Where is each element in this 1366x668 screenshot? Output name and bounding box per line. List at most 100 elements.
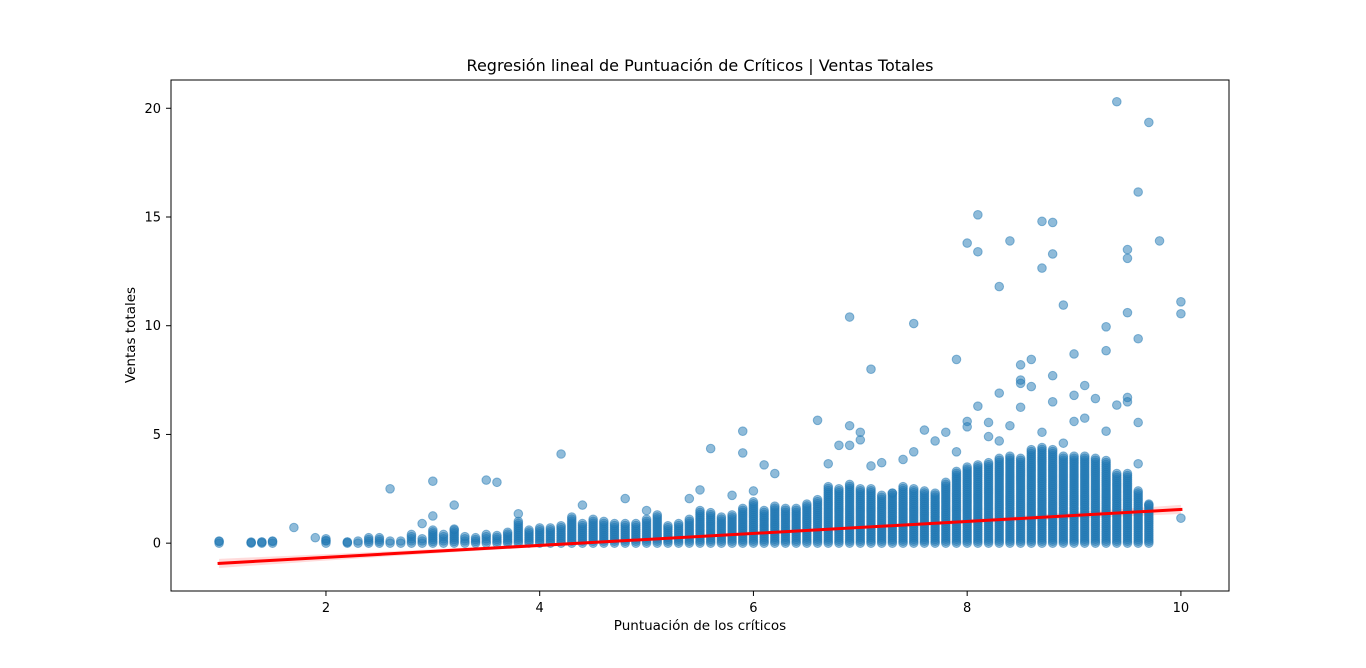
data-point	[930, 436, 940, 446]
data-point	[1111, 96, 1122, 107]
data-point	[1005, 451, 1015, 461]
data-point	[994, 281, 1005, 292]
data-point	[1122, 468, 1133, 479]
data-point	[1176, 513, 1186, 523]
data-point	[513, 509, 524, 519]
data-point	[684, 514, 695, 525]
data-point	[524, 525, 534, 535]
data-point	[908, 318, 919, 329]
data-point	[566, 512, 577, 522]
data-point	[1111, 400, 1122, 410]
data-point	[1015, 453, 1026, 464]
data-point	[1069, 349, 1079, 359]
data-point	[609, 518, 620, 529]
data-point	[385, 536, 395, 546]
data-point	[406, 529, 417, 540]
data-point	[417, 534, 427, 544]
data-point	[1122, 307, 1133, 318]
data-point	[1079, 413, 1090, 423]
data-point	[759, 460, 769, 470]
regression-line-layer	[217, 507, 1183, 565]
data-point	[1176, 308, 1186, 319]
data-point	[1026, 354, 1037, 365]
data-point	[460, 531, 470, 542]
data-point	[844, 440, 855, 451]
data-point	[1176, 297, 1186, 307]
data-point	[951, 354, 962, 365]
data-point	[1058, 451, 1069, 461]
data-point	[438, 529, 449, 540]
data-point	[1122, 397, 1133, 407]
data-point	[748, 486, 759, 496]
data-point	[823, 481, 834, 492]
data-point	[545, 523, 556, 533]
plot-frame	[170, 79, 1230, 592]
data-point	[1047, 217, 1058, 228]
data-point	[1111, 468, 1122, 479]
data-point	[620, 518, 630, 529]
data-point	[983, 431, 994, 442]
data-point	[866, 364, 876, 375]
data-point	[1101, 345, 1111, 356]
data-point	[695, 485, 705, 495]
data-point	[834, 440, 844, 451]
data-point	[620, 493, 630, 504]
data-point	[951, 447, 962, 457]
data-point	[214, 536, 224, 547]
y-tick-label: 15	[144, 210, 161, 225]
data-point	[898, 481, 908, 492]
data-point	[791, 503, 801, 514]
data-point	[727, 490, 737, 501]
data-point	[556, 520, 566, 531]
data-point	[1058, 438, 1069, 448]
data-point	[919, 425, 930, 435]
y-axis-ticks: 0 5 10 15 20	[144, 102, 171, 552]
data-point	[492, 530, 502, 541]
data-point	[428, 511, 438, 521]
y-axis-label: Ventas totales	[123, 287, 139, 383]
data-point	[1037, 442, 1047, 453]
data-point	[737, 426, 748, 436]
data-point	[1015, 378, 1026, 389]
data-point	[770, 468, 780, 479]
data-point	[1133, 333, 1143, 344]
data-point	[1069, 390, 1079, 401]
data-point	[1090, 453, 1101, 464]
data-point	[246, 537, 256, 548]
data-point	[994, 453, 1005, 464]
data-point	[428, 476, 438, 486]
data-point	[577, 500, 588, 510]
data-point	[395, 536, 406, 546]
data-point	[973, 460, 983, 470]
data-point	[780, 503, 791, 514]
data-point	[737, 448, 748, 458]
data-point	[641, 514, 652, 525]
data-point	[1047, 444, 1058, 455]
data-point	[321, 535, 331, 546]
data-point	[652, 510, 663, 520]
data-point	[502, 527, 513, 538]
data-point	[834, 484, 844, 494]
data-point	[1133, 417, 1143, 428]
data-point	[876, 490, 887, 501]
data-point	[257, 537, 267, 547]
data-point	[812, 415, 823, 426]
data-point	[342, 537, 353, 547]
data-point	[684, 493, 695, 504]
data-point	[449, 524, 460, 534]
data-point	[1079, 380, 1090, 391]
x-tick-label: 2	[322, 601, 330, 616]
data-points-layer	[214, 96, 1186, 548]
data-point	[973, 401, 983, 411]
data-point	[289, 522, 299, 533]
data-point	[844, 479, 855, 490]
data-point	[705, 443, 716, 454]
data-point	[1122, 244, 1133, 255]
data-point	[919, 486, 930, 496]
data-point	[716, 512, 727, 522]
chart-title: Regresión lineal de Puntuación de Crític…	[467, 56, 934, 75]
data-point	[930, 488, 940, 498]
data-point	[737, 503, 748, 514]
data-point	[866, 484, 876, 494]
data-point	[1026, 381, 1037, 392]
